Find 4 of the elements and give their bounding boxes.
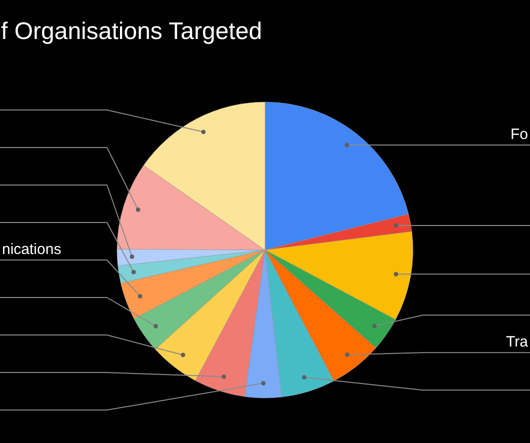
chart-title: f Organisations Targeted — [1, 18, 262, 45]
slice-label: Fo — [510, 126, 528, 144]
slice-label: Tra — [506, 334, 529, 351]
slice-label: nications — [2, 241, 62, 258]
